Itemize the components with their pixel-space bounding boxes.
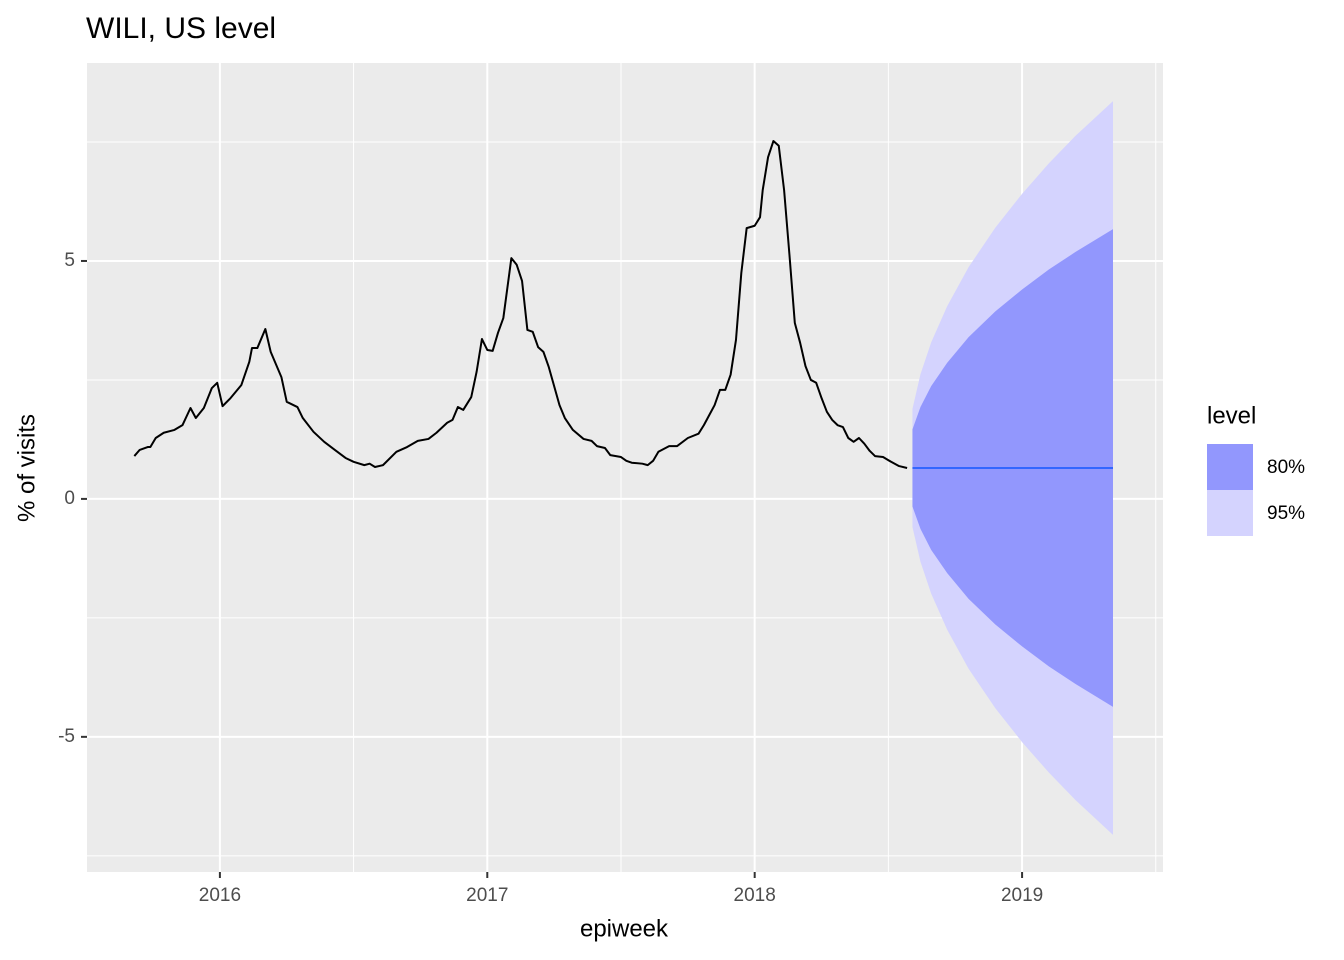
legend-key (1207, 490, 1253, 536)
y-tick-label: 0 (64, 488, 75, 509)
y-axis-title: % of visits (13, 414, 40, 522)
y-tick-label: -5 (58, 726, 75, 747)
x-tick-label: 2016 (199, 885, 241, 906)
x-tick-label: 2017 (466, 885, 508, 906)
x-axis-title: epiweek (580, 915, 669, 942)
legend-label: 95% (1267, 503, 1305, 524)
series-line (133, 140, 908, 469)
chart-title: WILI, US level (86, 12, 276, 45)
x-tick-label: 2018 (734, 885, 776, 906)
x-tick-label: 2019 (1001, 885, 1043, 906)
legend-label: 80% (1267, 457, 1305, 478)
legend-key (1207, 444, 1253, 490)
legend-title: level (1207, 402, 1256, 429)
y-tick-label: 5 (64, 250, 75, 271)
